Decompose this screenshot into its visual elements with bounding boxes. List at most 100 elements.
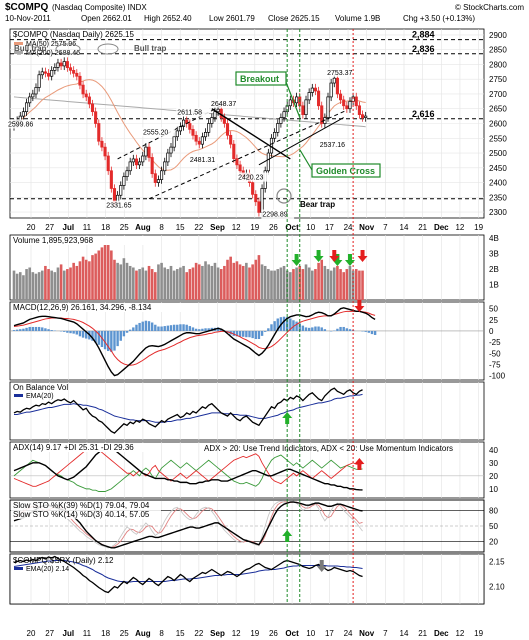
macd-histogram-bar bbox=[248, 330, 251, 338]
volume-bar bbox=[210, 265, 214, 300]
volume-bar bbox=[358, 270, 361, 300]
sto-title-bg bbox=[11, 501, 161, 519]
candle-body bbox=[282, 111, 286, 118]
candle-body bbox=[188, 123, 192, 130]
x-tick-label-bottom: 19 bbox=[474, 629, 483, 638]
candle-body bbox=[266, 152, 270, 172]
volume-bar bbox=[295, 267, 298, 300]
price-y-tick: 2900 bbox=[489, 31, 507, 40]
macd-histogram-bar bbox=[69, 330, 72, 334]
candle-body bbox=[50, 69, 54, 77]
ma50-legend-swatch bbox=[14, 42, 23, 45]
candle-body bbox=[197, 140, 201, 145]
x-tick-label-top: 7 bbox=[383, 223, 388, 232]
x-tick-label-top: 11 bbox=[83, 223, 92, 232]
macd-histogram-bar bbox=[336, 328, 339, 331]
candle-body bbox=[313, 87, 317, 92]
volume-bar bbox=[97, 250, 101, 300]
x-tick-label-bottom: Jul bbox=[63, 629, 75, 638]
volume-bar bbox=[113, 259, 116, 300]
volume-bar bbox=[15, 273, 19, 300]
price-y-tick: 2550 bbox=[489, 134, 507, 143]
price-value-label: 2420.23 bbox=[238, 175, 263, 182]
volume-bar bbox=[34, 273, 38, 300]
volume-bar bbox=[235, 261, 239, 300]
bull-trap-circle bbox=[55, 43, 81, 55]
candle-body bbox=[56, 62, 60, 68]
candle-body bbox=[348, 101, 352, 110]
volume-bar bbox=[361, 270, 364, 300]
price-label-bg bbox=[261, 209, 295, 219]
candle-body bbox=[320, 105, 324, 124]
macd-histogram-bar bbox=[138, 322, 141, 331]
x-tick-label-bottom: 26 bbox=[269, 629, 278, 638]
candle-body bbox=[216, 108, 220, 113]
candle-body bbox=[342, 99, 346, 107]
macd-histogram-bar bbox=[163, 326, 166, 331]
golden-cross-pointer bbox=[299, 149, 313, 171]
volume-bar bbox=[169, 265, 173, 300]
candle-body bbox=[357, 105, 361, 115]
macd-y-tick: 25 bbox=[489, 316, 498, 325]
macd-histogram-bar bbox=[125, 330, 129, 333]
volume-y-tick: 2B bbox=[489, 265, 499, 274]
candle-body bbox=[156, 179, 160, 183]
x-tick-label-top: Oct bbox=[285, 223, 299, 232]
volume-bar bbox=[197, 264, 201, 300]
plus-di-line bbox=[13, 454, 363, 492]
candle-body bbox=[112, 188, 117, 204]
candle-body bbox=[251, 182, 255, 195]
macd-histogram-bar bbox=[307, 327, 311, 331]
volume-bar bbox=[66, 269, 69, 300]
macd-histogram-bar bbox=[323, 329, 327, 331]
volume-bar bbox=[185, 272, 188, 300]
macd-histogram-bar bbox=[289, 318, 292, 331]
price-label-bg bbox=[209, 98, 243, 108]
ratio-y-tick: 2.15 bbox=[489, 558, 505, 567]
volume-panel-title: Volume 1,895,923,968 bbox=[13, 236, 94, 245]
candle-body bbox=[273, 132, 277, 139]
volume-bar bbox=[241, 265, 245, 300]
volume-bar bbox=[323, 265, 327, 300]
volume-bar bbox=[179, 267, 182, 300]
volume-bar bbox=[116, 262, 119, 300]
macd-histogram-bar bbox=[370, 330, 374, 335]
volume-bar bbox=[172, 270, 176, 300]
header-date: 10-Nov-2011 bbox=[5, 14, 51, 23]
volume-bar bbox=[138, 269, 141, 300]
x-tick-label-top: 19 bbox=[250, 223, 259, 232]
volume-bar bbox=[47, 269, 50, 300]
arrow-up-icon bbox=[354, 458, 365, 470]
arrow-down-icon bbox=[357, 250, 368, 262]
volume-bar bbox=[267, 269, 270, 300]
obv-line bbox=[13, 387, 363, 434]
candle-body bbox=[84, 93, 88, 98]
macd-histogram-bar bbox=[141, 321, 144, 331]
macd-histogram-bar bbox=[242, 330, 245, 337]
macd-histogram-bar bbox=[15, 329, 19, 331]
x-tick-label-bottom: Aug bbox=[135, 629, 151, 638]
volume-bar bbox=[56, 267, 60, 300]
breakout-pointer bbox=[285, 81, 301, 119]
candle-body bbox=[150, 157, 154, 175]
macd-histogram-bar bbox=[245, 330, 248, 338]
volume-bar bbox=[354, 269, 358, 300]
volume-bar bbox=[201, 265, 204, 300]
macd-y-tick: -100 bbox=[489, 372, 506, 381]
macd-histogram-bar bbox=[185, 324, 188, 331]
candle-body bbox=[40, 71, 44, 76]
price-value-label: 2298.89 bbox=[262, 212, 287, 219]
arrow-down-icon bbox=[291, 254, 302, 266]
volume-bar bbox=[276, 269, 280, 300]
price-y-tick: 2450 bbox=[489, 164, 507, 173]
volume-bar bbox=[163, 267, 167, 300]
volume-bar bbox=[75, 265, 79, 300]
candle-body bbox=[360, 114, 365, 118]
candle-body bbox=[53, 67, 57, 71]
volume-bar bbox=[147, 265, 151, 300]
candle-body bbox=[68, 67, 73, 71]
price-value-label: 2599.86 bbox=[8, 121, 33, 128]
candle-body bbox=[301, 105, 305, 115]
x-tick-label-top: 22 bbox=[194, 223, 203, 232]
macd-histogram-bar bbox=[166, 325, 170, 331]
